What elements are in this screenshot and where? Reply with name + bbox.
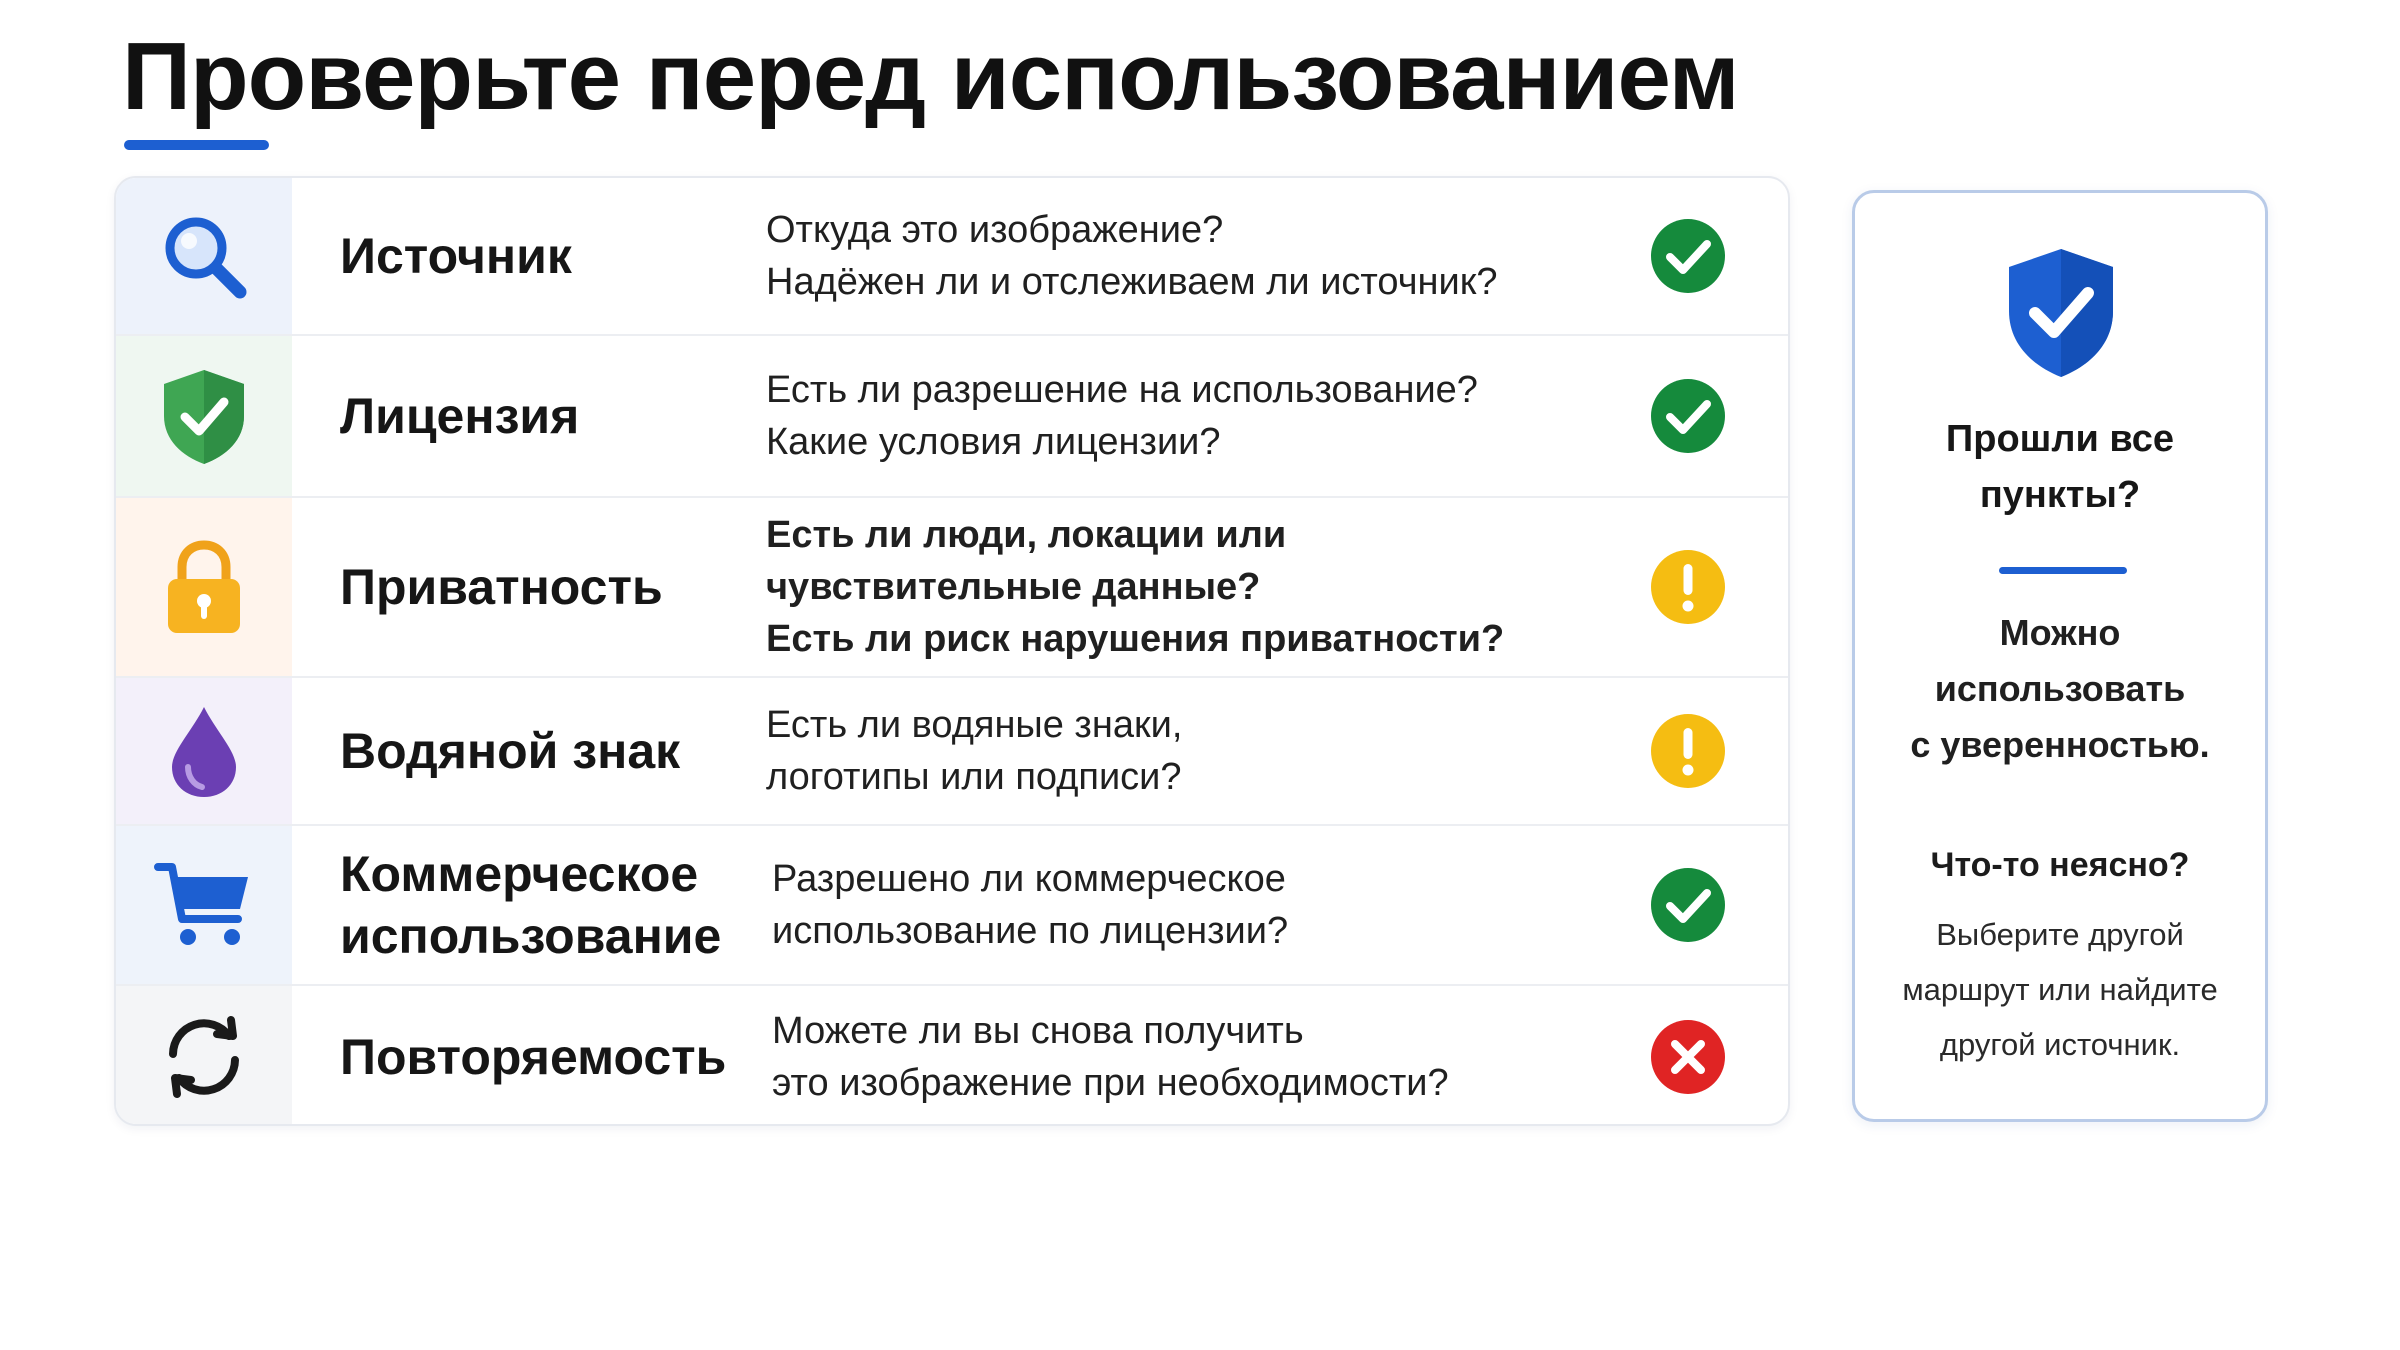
row-description: Можете ли вы снова получить это изображе… (772, 1010, 1449, 1104)
checklist-row-privacy: Приватность Есть ли люди, локации или чу… (116, 498, 1788, 678)
summary-question: Прошли все пункты? (1945, 418, 2175, 516)
water-drop-icon (172, 707, 236, 797)
summary-advice: Выберите другой маршрут или найдите друг… (1902, 917, 2218, 1062)
row-name: Повторяемость (340, 1029, 727, 1085)
row-description: Откуда это изображение? Надёжен ли и отс… (766, 209, 1498, 303)
row-description: Есть ли люди, локации или чувствительные… (766, 514, 1505, 660)
refresh-arrows-icon (169, 1016, 239, 1098)
row-name: Коммерческое использование (340, 846, 722, 964)
icon-cell (116, 678, 292, 824)
page-title: Проверьте перед использованием (122, 23, 1740, 130)
checklist-table: Источник Откуда это изображение? Надёжен… (114, 176, 1790, 1126)
checklist-row-license: Лицензия Есть ли разрешение на использов… (116, 336, 1788, 498)
icon-cell (116, 498, 292, 676)
padlock-icon (168, 540, 240, 633)
row-description: Есть ли водяные знаки, логотипы или подп… (766, 704, 1183, 798)
row-description: Есть ли разрешение на использование? Как… (766, 369, 1478, 463)
checklist-row-reproducibility: Повторяемость Можете ли вы снова получит… (116, 986, 1788, 1124)
row-description: Разрешено ли коммерческое использование … (772, 858, 1289, 952)
status-ok-icon (1651, 868, 1725, 942)
summary-divider (1999, 567, 2127, 574)
icon-cell (116, 336, 292, 496)
checklist-row-source: Источник Откуда это изображение? Надёжен… (116, 178, 1788, 336)
row-name: Приватность (340, 559, 663, 615)
shield-check-icon (164, 370, 244, 464)
icon-cell (116, 986, 292, 1124)
checklist-row-watermark: Водяной знак Есть ли водяные знаки, лого… (116, 678, 1788, 826)
shopping-cart-icon (154, 863, 248, 945)
status-fail-icon (1651, 1020, 1725, 1094)
summary-unclear-heading: Что-то неясно? (1930, 846, 2190, 884)
title-underline (124, 140, 269, 150)
icon-cell (116, 178, 292, 334)
status-warning-icon (1651, 714, 1725, 788)
row-name: Источник (340, 228, 572, 284)
icon-cell (116, 826, 292, 984)
magnifier-icon (165, 217, 247, 299)
shield-check-icon (2009, 249, 2113, 377)
status-ok-icon (1651, 379, 1725, 453)
checklist-row-commercial-use: Коммерческое использование Разрешено ли … (116, 826, 1788, 986)
row-name: Водяной знак (340, 723, 681, 779)
status-ok-icon (1651, 219, 1725, 293)
summary-result: Можно использовать с уверенностью. (1910, 612, 2210, 765)
summary-card: Прошли все пункты? Можно использовать с … (1852, 190, 2268, 1122)
row-name: Лицензия (340, 388, 580, 444)
status-warning-icon (1651, 550, 1725, 624)
